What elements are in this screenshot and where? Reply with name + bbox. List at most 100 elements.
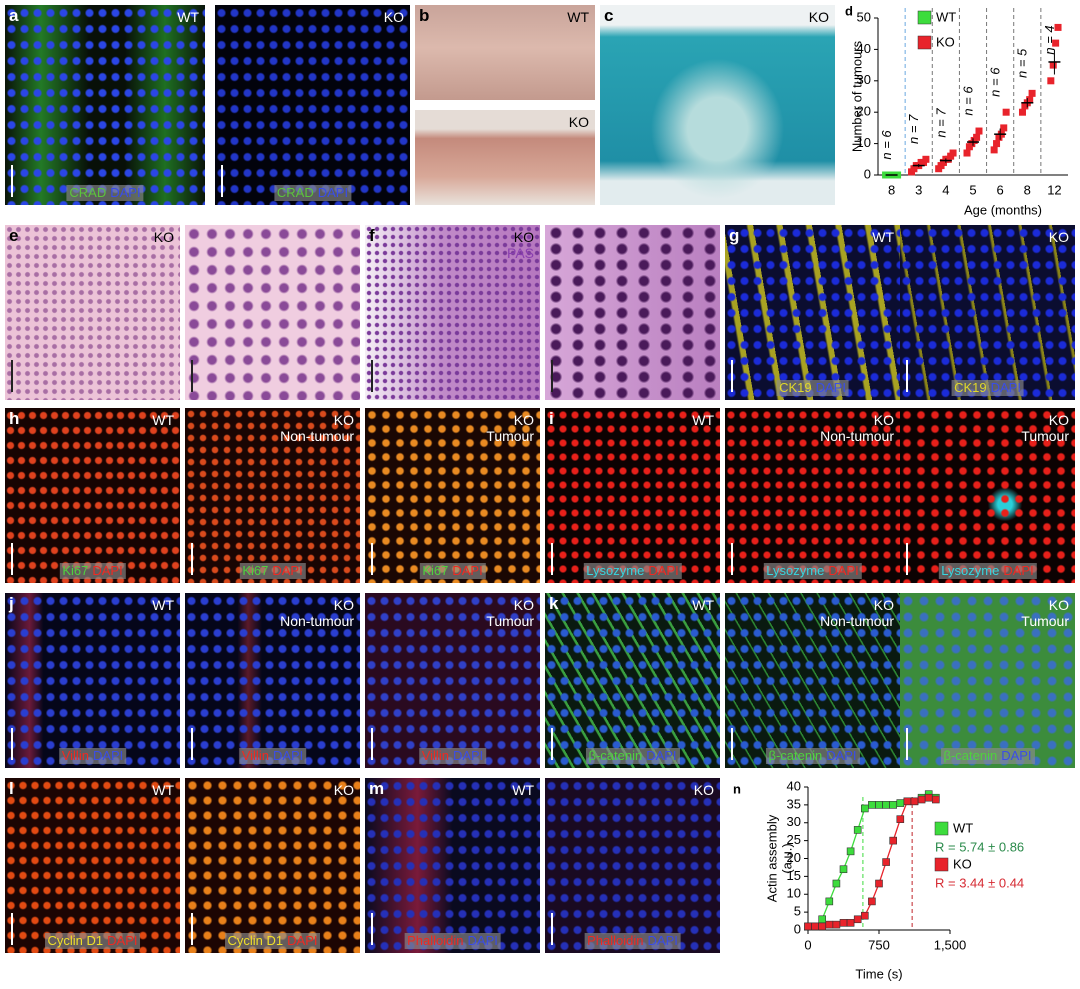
- micrograph: WT: [415, 5, 595, 100]
- data-point: [1002, 108, 1010, 116]
- data-point: [1052, 39, 1060, 47]
- corner-label: WT: [152, 412, 174, 428]
- data-point: [910, 797, 919, 806]
- legend-swatch: [917, 35, 932, 50]
- data-point: [853, 826, 862, 834]
- scale-bar: [371, 728, 373, 760]
- data-point: [935, 165, 943, 173]
- corner-text: WT: [177, 9, 199, 25]
- corner-label: WT: [872, 229, 894, 245]
- corner-text: KO: [873, 597, 894, 613]
- micrograph: WT Villin DAPI: [5, 593, 180, 768]
- scale-bar: [191, 543, 193, 575]
- data-point: [889, 836, 898, 845]
- panel-letter: l: [9, 779, 14, 798]
- stain-text: Ki67: [242, 563, 269, 578]
- stain-label: CK19 DAPI: [951, 380, 1024, 396]
- data-point: [818, 922, 827, 931]
- y-tick-label: 40: [857, 41, 871, 56]
- stain-text: DAPI: [648, 563, 679, 578]
- data-point: [975, 127, 983, 135]
- corner-label: KO Tumour: [486, 412, 534, 444]
- y-tick-label: 0: [864, 166, 871, 181]
- stain-label: Ki67 DAPI: [59, 563, 126, 579]
- y-tick-label: 5: [794, 904, 801, 919]
- data-point: [839, 865, 848, 874]
- corner-label: KO Tumour: [1021, 597, 1069, 629]
- data-point: [963, 149, 971, 157]
- corner-text: KO: [513, 412, 534, 428]
- micrograph: WT β-catenin DAPI: [545, 593, 720, 768]
- micrograph: KO: [415, 110, 595, 205]
- micrograph: WT CK19 DAPI: [725, 225, 900, 400]
- panel-letter: i: [549, 409, 554, 428]
- legend-swatch: [934, 857, 949, 872]
- stain-text: Cyclin D1: [47, 933, 104, 948]
- n-label: n = 6: [988, 67, 1003, 97]
- scale-bar: [11, 728, 13, 760]
- stain-text: CK19: [779, 380, 812, 395]
- stain-text: β-catenin: [768, 748, 823, 763]
- scale-bar: [731, 728, 733, 760]
- data-point: [917, 793, 926, 802]
- data-point: [886, 171, 894, 179]
- scale-bar: [731, 360, 733, 392]
- data-point: [903, 797, 912, 806]
- corner-text: WT: [512, 782, 534, 798]
- stain-text: DAPI: [815, 380, 846, 395]
- stain-label: Villin DAPI: [418, 748, 487, 764]
- data-point: [868, 801, 876, 809]
- micrograph: [545, 225, 720, 400]
- data-point: [968, 140, 976, 148]
- corner-text: Non-tumour: [280, 428, 354, 444]
- data-point: [891, 171, 899, 179]
- stain-text: DAPI: [452, 748, 484, 763]
- corner-label: WT: [567, 9, 589, 25]
- corner-text: Tumour: [486, 613, 534, 629]
- micrograph: KO Phalloidin DAPI: [545, 778, 720, 953]
- stain-text: DAPI: [287, 933, 318, 948]
- corner-text: KO: [873, 412, 894, 428]
- corner-label: KO Tumour: [1021, 412, 1069, 444]
- x-tick-label: 8: [1024, 182, 1031, 197]
- micrograph: KO Non-tumour Lysozyme DAPI: [725, 408, 900, 583]
- data-point: [1047, 77, 1055, 85]
- data-point: [995, 133, 1003, 141]
- corner-label: KO: [384, 9, 404, 25]
- corner-label: WT: [152, 597, 174, 613]
- x-tick-label: 4: [942, 182, 949, 197]
- y-axis-label: Number of tumours: [849, 40, 864, 152]
- data-point: [997, 130, 1005, 138]
- data-point: [908, 168, 916, 176]
- stain-label: Cyclin D1 DAPI: [44, 933, 141, 949]
- micrograph: KO Non-tumour β-catenin DAPI: [725, 593, 900, 768]
- corner-text: KO: [333, 782, 354, 798]
- stain-text: DAPI: [646, 748, 677, 763]
- scale-bar: [906, 728, 908, 760]
- scale-bar: [11, 913, 13, 945]
- data-point: [920, 158, 928, 166]
- corner-label: KO: [1049, 229, 1069, 245]
- corner-text: KO: [513, 229, 534, 245]
- data-point: [944, 155, 952, 163]
- legend-label: KO: [936, 34, 955, 49]
- stain-label: Ki67 DAPI: [239, 563, 306, 579]
- n-label: n = 7: [933, 108, 948, 138]
- stain-text: DAPI: [92, 748, 124, 763]
- panel-letter: k: [549, 594, 559, 613]
- stain-text: DAPI: [1003, 563, 1034, 578]
- data-point: [804, 922, 812, 931]
- data-point: [903, 797, 912, 806]
- stain-label: Phalloidin DAPI: [404, 933, 501, 949]
- y-tick-label: 30: [857, 72, 871, 87]
- data-point: [832, 920, 841, 929]
- data-point: [811, 922, 819, 931]
- corner-label: WT: [512, 782, 534, 798]
- scale-bar: [11, 543, 13, 575]
- series-line: [808, 797, 936, 928]
- stain-label: Villin DAPI: [238, 748, 307, 764]
- legend-swatch: [934, 821, 949, 836]
- corner-label: KO: [569, 114, 589, 130]
- data-point: [889, 801, 898, 809]
- stain-text: DAPI: [272, 748, 304, 763]
